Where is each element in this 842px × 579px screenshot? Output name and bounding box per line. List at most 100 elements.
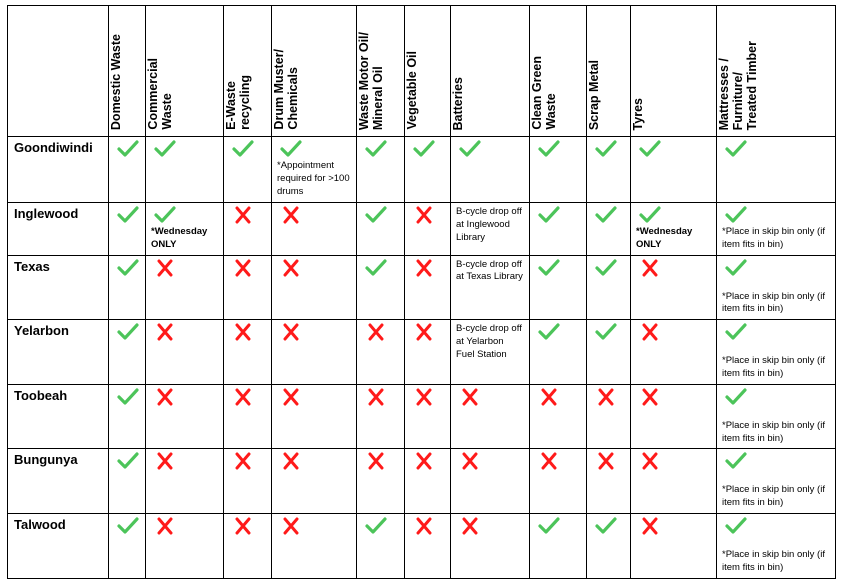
status-cell [271,448,357,514]
column-header: Drum Muster/ Chemicals [271,5,357,137]
cross-icon [416,259,432,277]
status-cell [108,448,146,514]
table-row: Bungunya *Place in skip bin only (if item… [7,448,836,514]
status-cell [145,383,224,450]
cross-icon [416,517,432,535]
cross-icon [235,517,251,535]
status-cell [450,448,530,514]
status-cell [271,512,357,579]
checkmark-icon [538,258,560,276]
checkmark-icon [365,517,387,534]
status-cell [271,383,357,450]
status-cell [630,448,717,514]
cross-icon [416,388,432,406]
table-row: Goondiwindi *Appointment required for >10… [7,136,836,203]
status-cell [108,512,146,579]
status-cell [108,136,146,203]
cross-icon [541,388,557,406]
cell-note: *Appointment required for >100 drums [277,160,350,197]
checkmark-icon [117,452,139,469]
cross-icon [642,452,658,470]
status-cell [145,319,224,385]
cell-note: *Place in skip bin only (if item fits in… [722,355,825,379]
status-cell [529,202,587,256]
status-cell: *Place in skip bin only (if item fits in… [716,512,836,579]
status-cell [716,136,836,203]
status-cell [404,512,451,579]
checkmark-icon [595,323,617,340]
cross-icon [541,452,557,470]
cross-icon [416,206,432,224]
cross-icon [642,517,658,535]
status-cell [529,254,587,321]
status-cell [586,319,631,385]
cross-icon [368,388,384,406]
checkmark-icon [413,140,435,157]
cross-icon [157,452,173,470]
column-header-label: Drum Muster/ Chemicals [272,49,300,130]
status-cell [356,254,405,321]
checkmark-icon [725,517,747,534]
header-row: Domestic Waste Commercial Waste E-Waste re… [7,5,836,137]
column-header: Domestic Waste [108,5,146,137]
status-cell: *Appointment required for >100 drums [271,136,357,203]
town-name: Bungunya [7,448,109,514]
cross-icon [235,206,251,224]
checkmark-icon [639,206,661,223]
status-cell [271,202,357,256]
column-header: Waste Motor Oil/ Mineral Oil [356,5,405,137]
status-cell [145,136,224,203]
status-cell [586,448,631,514]
table-row: Yelarbon B-cycle drop off at Yelarbon Fue… [7,319,836,385]
status-cell: *Wednesday ONLY [630,202,717,256]
cross-icon [642,388,658,406]
status-cell [586,136,631,203]
status-cell: *Place in skip bin only (if item fits in… [716,254,836,321]
status-cell [529,136,587,203]
cross-icon [157,323,173,341]
column-header-label: Clean Green Waste [530,56,558,130]
status-cell [404,136,451,203]
cross-icon [598,388,614,406]
status-cell [223,448,272,514]
cell-text: B-cycle drop off at Yelarbon Fuel Statio… [456,323,522,360]
status-cell [356,383,405,450]
checkmark-icon [365,258,387,276]
checkmark-icon [595,206,617,223]
cross-icon [283,259,299,277]
checkmark-icon [117,140,139,157]
status-cell [356,136,405,203]
table-row: Talwood *Place in skip bin only (if item … [7,512,836,579]
column-header: Mattresses / Furniture/ Treated Timber [716,5,836,137]
cross-icon [598,452,614,470]
cross-icon [283,206,299,224]
status-cell [356,448,405,514]
town-name: Yelarbon [7,319,109,385]
table-row: Toobeah *Place in skip bin only (if item … [7,383,836,450]
cross-icon [462,388,478,406]
column-header: Clean Green Waste [529,5,587,137]
status-cell [586,202,631,256]
status-cell [450,136,530,203]
checkmark-icon [459,140,481,157]
checkmark-icon [538,323,560,340]
checkmark-icon [538,517,560,534]
checkmark-icon [538,140,560,157]
corner-cell [7,5,109,137]
status-cell [108,202,146,256]
column-header-label: Scrap Metal [587,59,601,130]
cell-note: *Place in skip bin only (if item fits in… [722,226,825,250]
status-cell: B-cycle drop off at Yelarbon Fuel Statio… [450,319,530,385]
cell-note: *Place in skip bin only (if item fits in… [722,419,825,444]
cross-icon [283,517,299,535]
status-cell [404,319,451,385]
status-cell [586,512,631,579]
cross-icon [283,323,299,341]
status-cell [404,448,451,514]
cell-text: B-cycle drop off at Texas Library [456,258,523,283]
status-cell [356,319,405,385]
cross-icon [157,388,173,406]
column-header-label: Vegetable Oil [405,51,419,130]
checkmark-icon [725,258,747,276]
checkmark-icon [365,206,387,223]
